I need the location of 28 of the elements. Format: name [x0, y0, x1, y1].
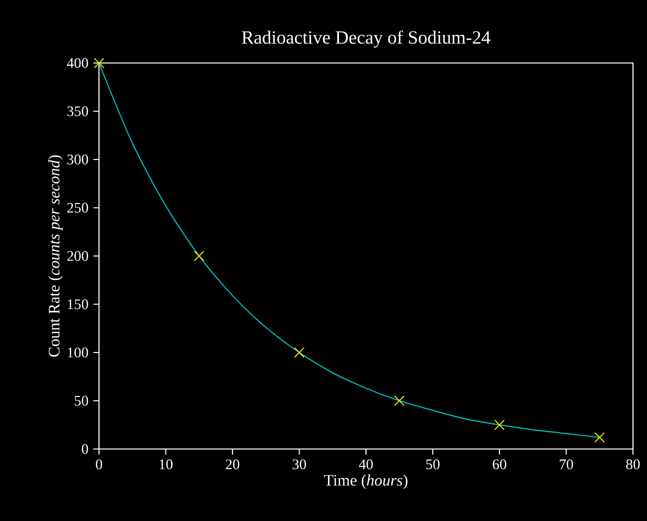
y-axis-title: Count Rate (counts per second) — [48, 155, 63, 357]
point — [294, 347, 304, 358]
y-tick-label: 350 — [67, 106, 88, 116]
chart-title: Radioactive Decay of Sodium-24 — [242, 30, 490, 48]
point — [194, 250, 204, 262]
x-tick-label: 0 — [96, 459, 102, 470]
point — [94, 58, 104, 68]
y-tick-label: 200 — [67, 251, 88, 261]
y-tick-label: 100 — [68, 348, 88, 358]
x-tick-label: 30 — [292, 459, 306, 470]
x-tick-label: 60 — [492, 459, 506, 470]
y-tick-label: 50 — [74, 396, 88, 406]
y-tick-label: 400 — [66, 58, 88, 68]
x-tick-label: 70 — [560, 459, 574, 470]
y-tick-label: 250 — [67, 202, 88, 213]
point — [394, 395, 405, 406]
x-tick-label: 80 — [626, 459, 640, 470]
y-tick-label: 150 — [68, 299, 88, 310]
point — [494, 420, 505, 430]
x-tick-label: 10 — [160, 459, 173, 470]
x-tick-label: 40 — [358, 459, 373, 470]
x-axis-title: Time (hours) — [324, 474, 408, 489]
y-tick-label: 0 — [82, 444, 88, 454]
y-tick-label: 300 — [67, 154, 88, 164]
line-series — [99, 63, 600, 438]
x-tick-label: 50 — [426, 459, 440, 470]
x-tick-label: 20 — [226, 459, 240, 470]
point — [594, 432, 605, 443]
